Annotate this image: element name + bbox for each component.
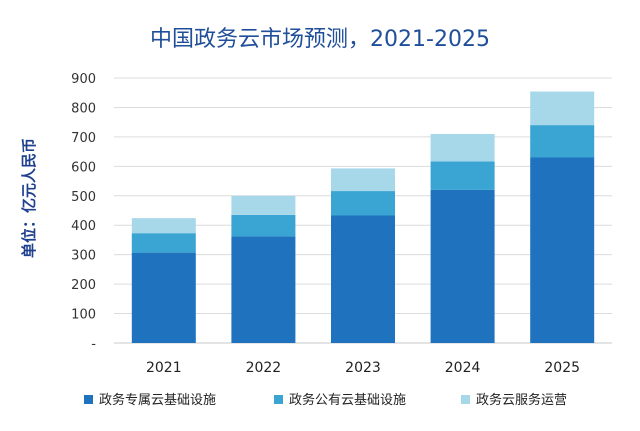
y-tick-label: 100	[71, 308, 96, 323]
x-tick-label: 2025	[544, 360, 580, 376]
y-axis-label: 单位：亿元人民币	[20, 138, 38, 258]
y-tick-label: -	[91, 337, 96, 352]
bar-2023-series-1	[331, 215, 395, 343]
y-tick-label: 500	[71, 190, 96, 205]
bar-2021-series-1	[131, 252, 196, 343]
bar-2025-series-1	[530, 157, 595, 343]
y-tick-label: 700	[71, 131, 96, 146]
legend-label: 政务云服务运营	[476, 392, 567, 408]
y-tick-label: 200	[71, 278, 96, 293]
y-tick-label: 300	[71, 249, 96, 264]
x-tick-label: 2023	[345, 360, 381, 376]
bar-2021-series-3	[131, 218, 196, 234]
bars	[131, 91, 595, 343]
legend: 政务专属云基础设施 政务公有云基础设施 政务云服务运营	[84, 392, 567, 408]
bar-2023-series-2	[331, 191, 395, 216]
chart-title: 中国政务云市场预测，2021-2025	[150, 27, 490, 52]
y-tick-label: 600	[71, 160, 96, 175]
bar-2025-series-3	[530, 91, 595, 126]
legend-swatch	[461, 395, 470, 404]
bar-2022-series-2	[231, 214, 296, 237]
x-tick-label: 2021	[146, 360, 182, 376]
x-tick-label: 2024	[445, 360, 481, 376]
y-tick-label: 900	[71, 72, 96, 87]
legend-swatch	[84, 395, 93, 404]
legend-label: 政务专属云基础设施	[99, 392, 216, 408]
y-tick-label: 800	[71, 101, 96, 116]
x-axis-ticks: 2021 2022 2023 2024 2025	[146, 360, 580, 376]
bar-2022-series-3	[231, 195, 296, 215]
y-tick-label: 400	[71, 219, 96, 234]
legend-label: 政务公有云基础设施	[289, 392, 406, 408]
legend-swatch	[274, 395, 283, 404]
y-axis-ticks: 900 800 700 600 500 400 300 200 100 -	[71, 72, 96, 352]
bar-2025-series-2	[530, 125, 595, 158]
bar-2024-series-1	[430, 189, 495, 343]
x-tick-label: 2022	[246, 360, 282, 376]
bar-2024-series-2	[430, 161, 495, 190]
bar-2021-series-2	[131, 233, 196, 253]
bar-2022-series-1	[231, 236, 296, 343]
bar-2023-series-3	[331, 168, 395, 192]
bar-2024-series-3	[430, 133, 495, 162]
